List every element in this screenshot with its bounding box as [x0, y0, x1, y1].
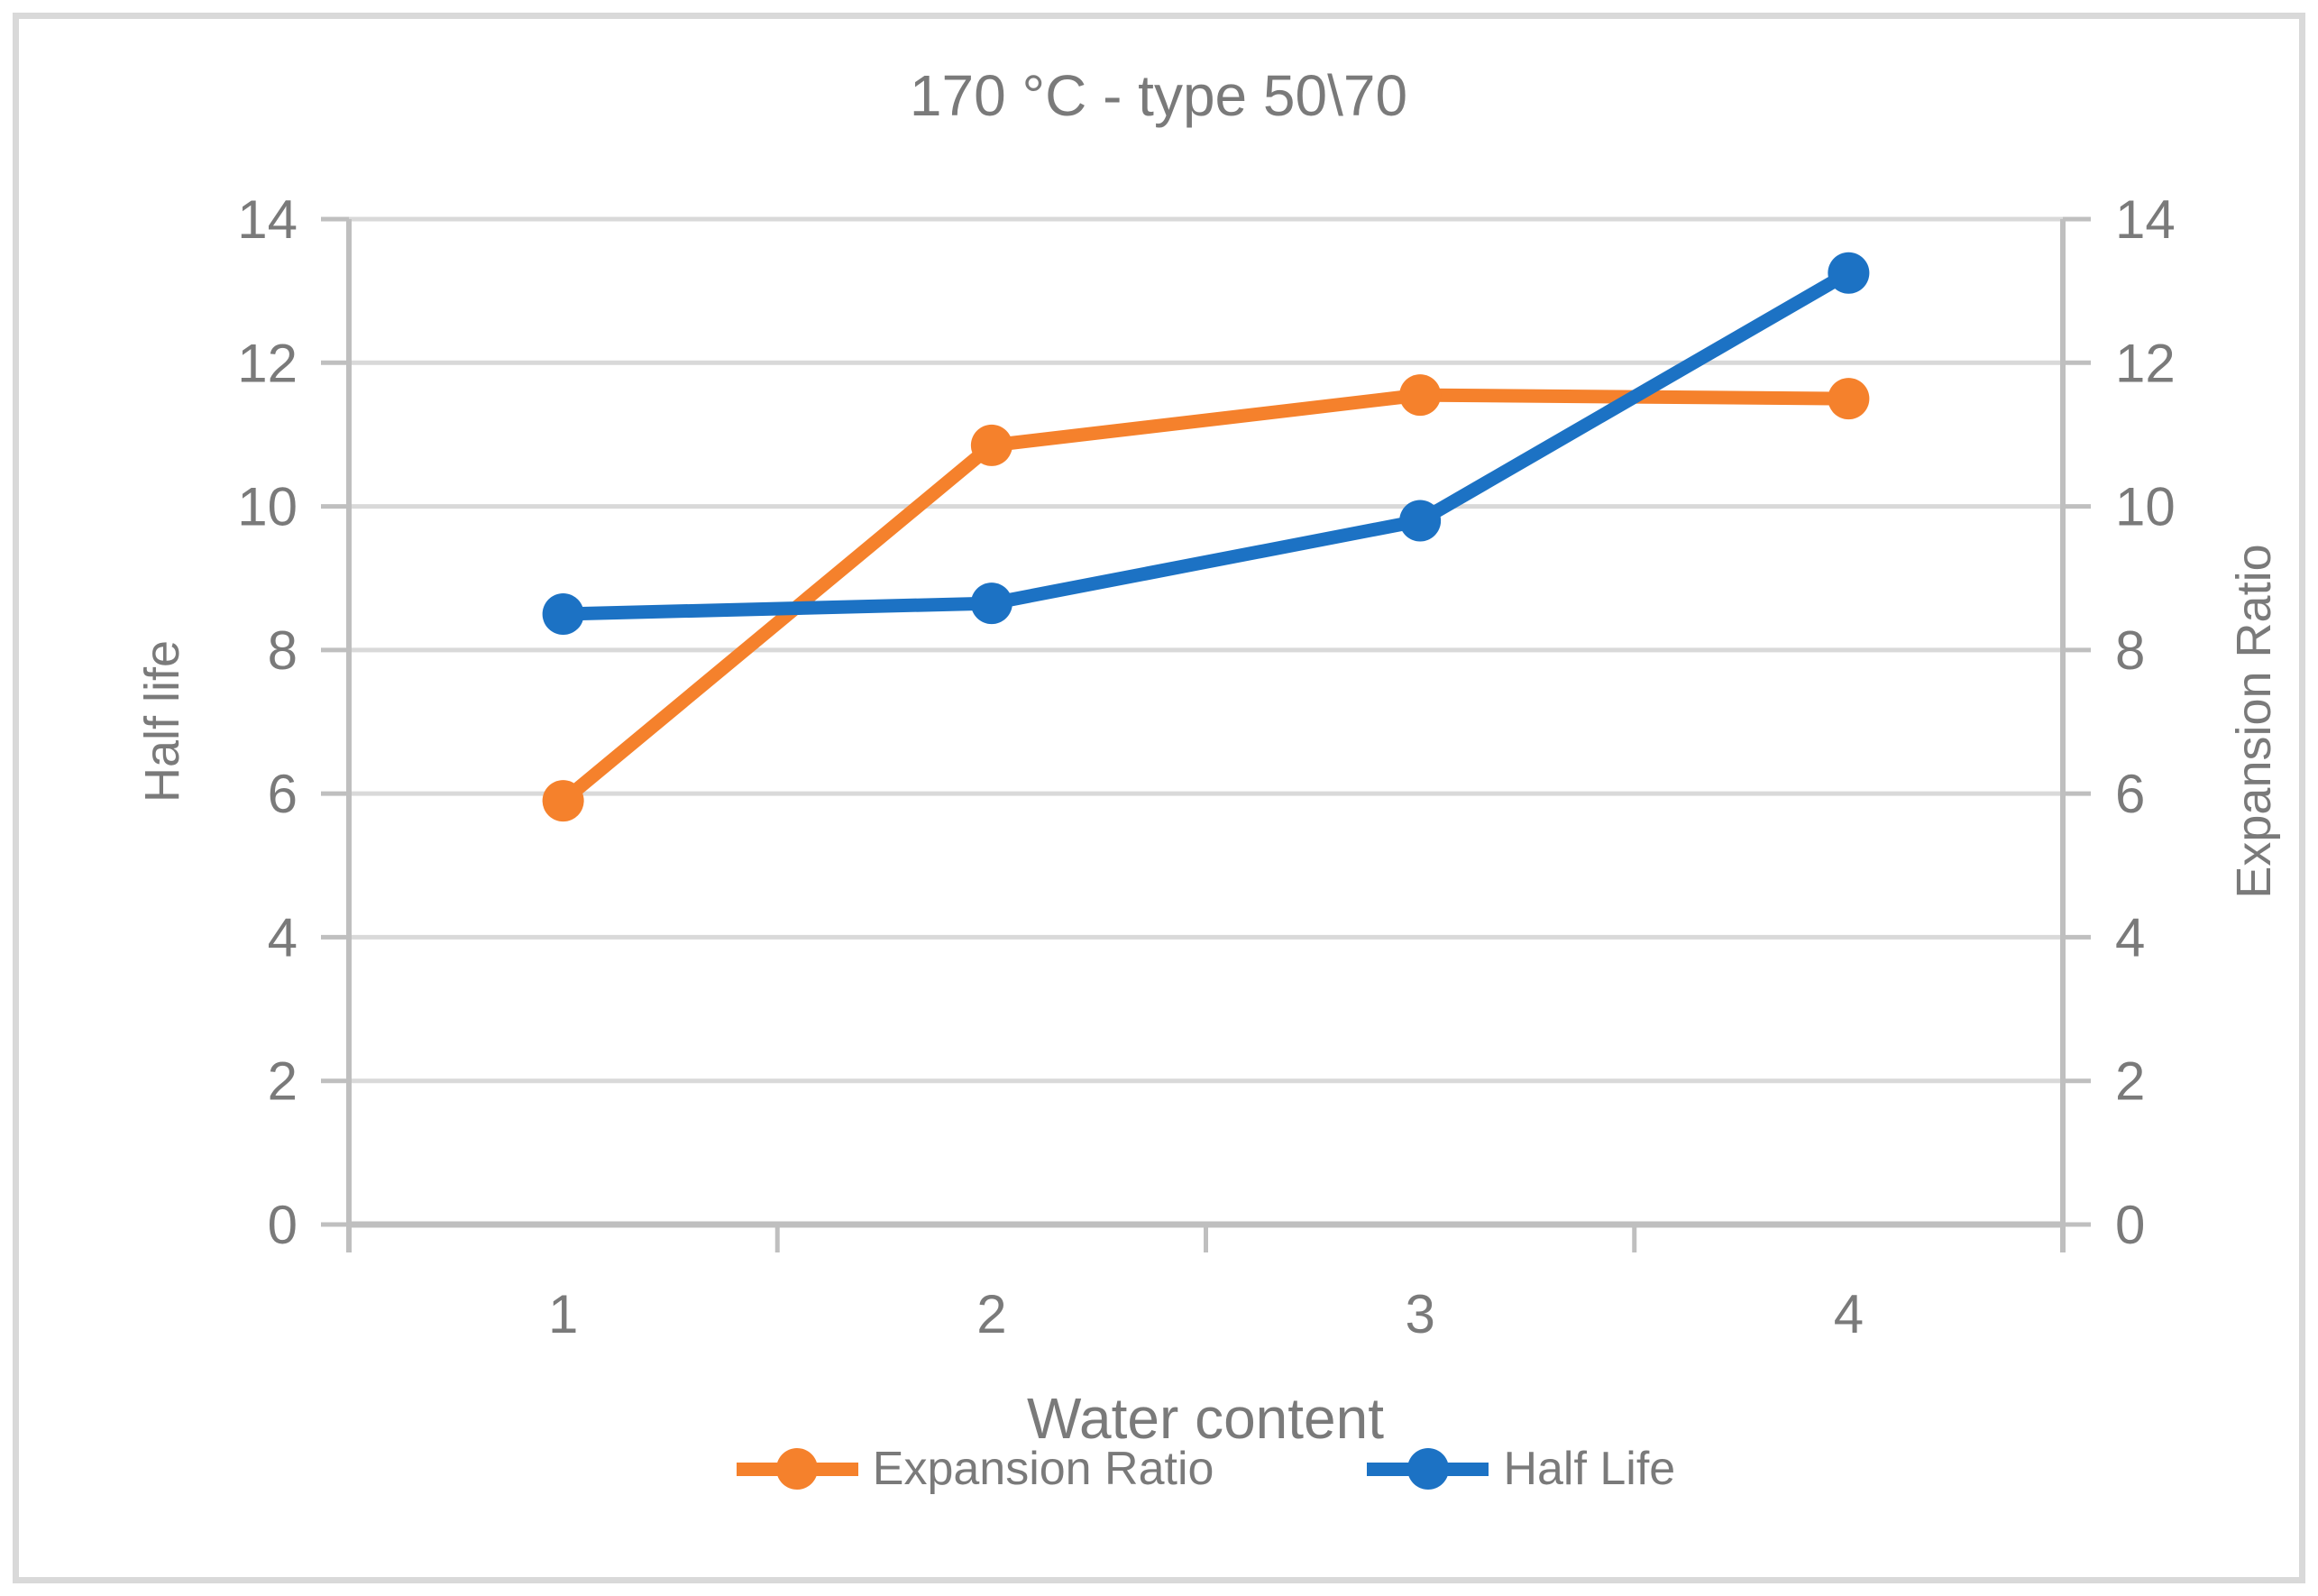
y-tick-label-left-2: 2	[268, 1051, 298, 1112]
data-point-expansion-ratio-x3	[1399, 374, 1442, 417]
series-line-expansion-ratio	[556, 388, 1855, 808]
right-axis-title: Expansion Ratio	[2227, 544, 2281, 899]
y-tick-label-right-14: 14	[2115, 189, 2176, 250]
chart-title: 170 °C - type 50\70	[909, 63, 1408, 128]
y-tick-label-right-8: 8	[2115, 620, 2145, 681]
x-axis-title: Water content	[1026, 1386, 1385, 1451]
legend-label: Expansion Ratio	[872, 1443, 1214, 1495]
y-tick-label-left-12: 12	[237, 333, 298, 393]
figure-border	[13, 13, 2305, 1583]
data-point-half-life-x1	[542, 593, 584, 636]
legend-marker-icon	[1406, 1448, 1449, 1490]
data-point-expansion-ratio-x4	[1828, 378, 1870, 420]
x-tick-label-2: 2	[976, 1284, 1006, 1344]
y-tick-label-left-14: 14	[237, 189, 298, 250]
legend-item-expansion-ratio: Expansion Ratio	[736, 1442, 1214, 1496]
y-tick-label-right-0: 0	[2115, 1195, 2145, 1255]
series-line-half-life	[556, 266, 1855, 621]
legend-line-swatch	[1367, 1448, 1489, 1490]
y-tick-label-left-10: 10	[237, 477, 298, 537]
legend-label: Half Life	[1503, 1443, 1676, 1495]
x-tick-label-1: 1	[548, 1284, 578, 1344]
data-point-half-life-x3	[1399, 500, 1442, 542]
y-tick-label-right-12: 12	[2115, 333, 2176, 393]
x-tick-label-4: 4	[1834, 1284, 1864, 1344]
data-point-expansion-ratio-x2	[970, 424, 1012, 466]
y-tick-label-right-2: 2	[2115, 1051, 2145, 1112]
x-tick-label-3: 3	[1405, 1284, 1434, 1344]
y-tick-label-left-4: 4	[268, 907, 298, 968]
legend-marker-icon	[776, 1448, 819, 1490]
y-tick-label-left-0: 0	[268, 1195, 298, 1255]
y-tick-label-right-6: 6	[2115, 764, 2145, 824]
legend-item-half-life: Half Life	[1367, 1442, 1675, 1496]
left-axis-title: Half life	[135, 639, 189, 803]
y-tick-label-left-8: 8	[268, 620, 298, 681]
data-point-expansion-ratio-x1	[542, 780, 584, 822]
y-tick-label-right-4: 4	[2115, 907, 2145, 968]
data-point-half-life-x4	[1828, 252, 1870, 294]
y-tick-label-left-6: 6	[268, 764, 298, 824]
data-point-half-life-x2	[970, 582, 1012, 625]
y-tick-label-right-10: 10	[2115, 477, 2176, 537]
legend: Expansion Ratio Half Life	[349, 1443, 2063, 1495]
legend-line-swatch	[736, 1448, 858, 1490]
